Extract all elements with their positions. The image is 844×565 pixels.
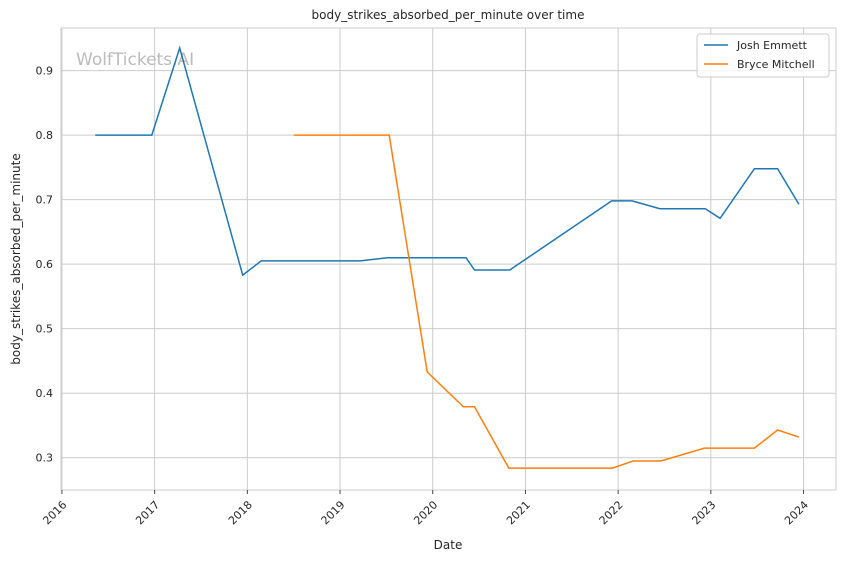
series-lines — [95, 48, 799, 468]
plot-frame — [61, 28, 836, 490]
y-tick-label: 0.9 — [36, 65, 54, 78]
y-tick-label: 0.4 — [36, 387, 54, 400]
legend: Josh Emmett Bryce Mitchell — [697, 34, 829, 77]
chart-title: body_strikes_absorbed_per_minute over ti… — [312, 8, 585, 22]
y-tick-label: 0.6 — [36, 258, 54, 271]
series-line-bryce-mitchell — [294, 135, 799, 468]
x-tick-label: 2022 — [597, 498, 626, 527]
y-tick-label: 0.8 — [36, 129, 54, 142]
x-tick-label: 2020 — [411, 498, 440, 527]
grid — [61, 28, 836, 490]
legend-label-josh-emmett: Josh Emmett — [736, 39, 808, 52]
x-tick-label: 2018 — [226, 498, 255, 527]
legend-label-bryce-mitchell: Bryce Mitchell — [737, 58, 815, 71]
series-line-josh-emmett — [95, 48, 799, 275]
x-tick-label: 2021 — [504, 498, 533, 527]
x-tick-label: 2019 — [319, 498, 348, 527]
y-tick-label: 0.3 — [36, 452, 54, 465]
x-tick-label: 2017 — [133, 498, 162, 527]
x-tick-label: 2023 — [689, 498, 718, 527]
x-tick-label: 2016 — [41, 498, 70, 527]
y-tick-label: 0.7 — [36, 194, 54, 207]
x-axis-label: Date — [434, 538, 463, 552]
y-tick-label: 0.5 — [36, 323, 54, 336]
x-tick-label: 2024 — [782, 498, 811, 527]
y-axis-label: body_strikes_absorbed_per_minute — [9, 153, 23, 364]
